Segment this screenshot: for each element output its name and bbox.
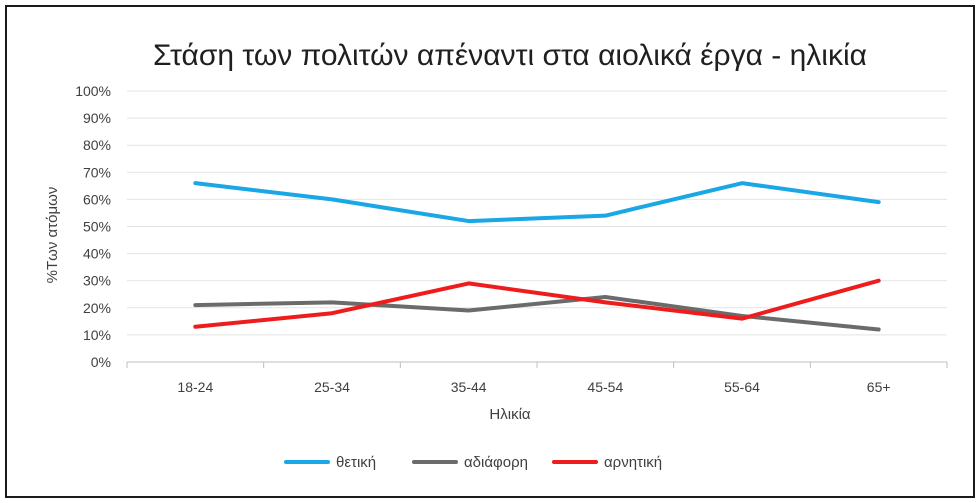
legend-label: αδιάφορη — [464, 454, 528, 471]
gridlines — [126, 90, 948, 368]
y-tick-label: 80% — [83, 137, 111, 153]
y-tick-label: 70% — [83, 164, 111, 180]
y-axis-label: %Των ατόμων — [44, 187, 61, 284]
x-tick-label: 18-24 — [177, 379, 213, 395]
x-tick-label: 55-64 — [724, 379, 760, 395]
chart-title: Στάση των πολιτών απέναντι στα αιολικά έ… — [153, 39, 867, 72]
y-tick-label: 50% — [83, 219, 111, 235]
y-tick-label: 40% — [83, 246, 111, 262]
legend-label: αρνητική — [604, 454, 662, 471]
x-tick-labels: 18-24 25-34 35-44 45-54 55-64 65+ — [177, 379, 890, 395]
x-tick-label: 45-54 — [587, 379, 623, 395]
chart-frame: Στάση των πολιτών απέναντι στα αιολικά έ… — [5, 5, 975, 498]
series-line — [193, 294, 881, 332]
x-tick-label: 25-34 — [314, 379, 350, 395]
series-lines — [193, 181, 881, 332]
series-line — [193, 181, 881, 224]
line-chart: Στάση των πολιτών απέναντι στα αιολικά έ… — [44, 39, 948, 471]
series-line — [193, 278, 881, 329]
y-tick-label: 90% — [83, 110, 111, 126]
y-tick-label: 0% — [91, 354, 111, 370]
legend-label: θετική — [336, 454, 376, 471]
x-tick-label: 35-44 — [451, 379, 487, 395]
y-tick-label: 10% — [83, 327, 111, 343]
legend: θετική αδιάφορη αρνητική — [284, 454, 662, 471]
x-tick-label: 65+ — [867, 379, 891, 395]
y-tick-label: 20% — [83, 300, 111, 316]
y-tick-label: 60% — [83, 191, 111, 207]
y-tick-labels: 0% 10% 20% 30% 40% 50% 60% 70% 80% 90% 100% — [75, 83, 111, 370]
y-tick-label: 30% — [83, 273, 111, 289]
y-tick-label: 100% — [75, 83, 111, 99]
x-axis-label: Ηλικία — [489, 406, 530, 423]
